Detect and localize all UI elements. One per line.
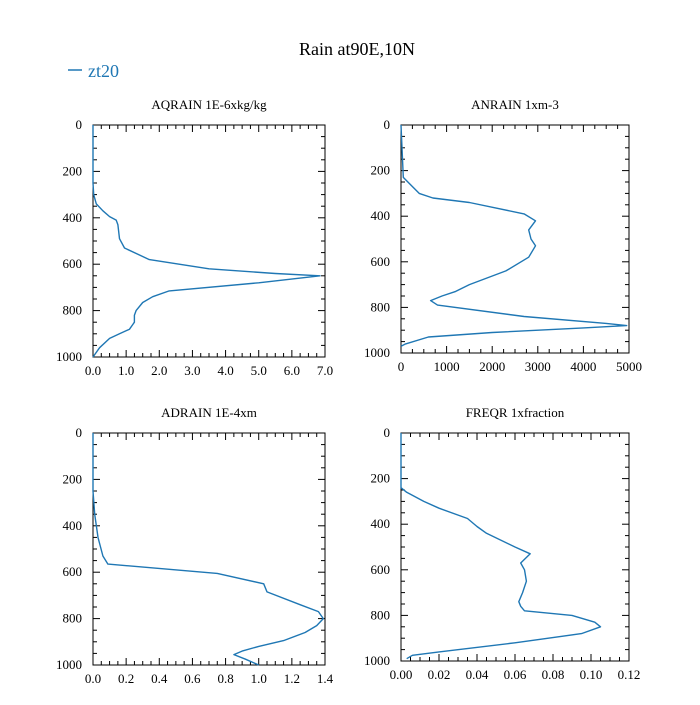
panel-title: FREQR 1xfraction — [466, 405, 565, 420]
x-tick-label: 1.2 — [284, 671, 300, 686]
y-tick-label: 1000 — [56, 657, 82, 672]
y-tick-label: 600 — [371, 254, 391, 269]
x-tick-label: 4000 — [570, 359, 596, 374]
legend-label: zt20 — [88, 61, 119, 81]
x-tick-label: 3.0 — [184, 363, 200, 378]
x-tick-label: 2.0 — [151, 363, 167, 378]
y-tick-label: 0 — [76, 117, 83, 132]
plot-frame — [92, 432, 326, 666]
y-tick-label: 600 — [63, 256, 83, 271]
x-tick-label: 1.4 — [317, 671, 334, 686]
x-tick-label: 0.0 — [85, 671, 101, 686]
x-tick-label: 1.0 — [118, 363, 134, 378]
x-tick-label: 0 — [398, 359, 405, 374]
panel-title: ANRAIN 1xm-3 — [471, 97, 559, 112]
x-tick-label: 5000 — [616, 359, 642, 374]
y-tick-label: 200 — [63, 471, 83, 486]
x-tick-label: 2000 — [479, 359, 505, 374]
y-tick-label: 0 — [384, 117, 391, 132]
x-tick-label: 1000 — [434, 359, 460, 374]
panel-title: AQRAIN 1E-6xkg/kg — [151, 97, 267, 112]
series-line-zt20 — [92, 433, 324, 666]
y-tick-label: 800 — [63, 611, 83, 626]
x-tick-label: 5.0 — [251, 363, 267, 378]
y-tick-label: 1000 — [56, 349, 82, 364]
x-tick-label: 0.6 — [184, 671, 201, 686]
x-tick-label: 1.0 — [251, 671, 267, 686]
chart-panel-2: ANRAIN 1xm-3 0 1000 2000 3000 4000 5000 0 200 400… — [364, 97, 642, 374]
x-tick-label: 0.00 — [390, 667, 413, 682]
x-tick-label: 0.10 — [580, 667, 603, 682]
y-tick-label: 400 — [63, 210, 83, 225]
chart-panel-1: AQRAIN 1E-6xkg/kg 0.0 1.0 2.0 3.0 4.0 5.0 6.0 7.… — [56, 97, 333, 378]
y-tick-label: 800 — [371, 607, 391, 622]
y-tick-label: 600 — [371, 562, 391, 577]
y-tick-label: 400 — [371, 208, 391, 223]
x-tick-label: 0.12 — [618, 667, 641, 682]
y-tick-label: 200 — [371, 471, 391, 486]
x-tick-label: 6.0 — [284, 363, 300, 378]
y-tick-label: 400 — [371, 516, 391, 531]
x-tick-label: 0.8 — [217, 671, 233, 686]
figure-title: Rain at90E,10N — [299, 39, 415, 59]
y-tick-label: 0 — [76, 425, 83, 440]
x-tick-label: 0.02 — [428, 667, 451, 682]
y-tick-label: 800 — [63, 303, 83, 318]
y-tick-label: 400 — [63, 518, 83, 533]
x-tick-label: 0.04 — [466, 667, 489, 682]
y-tick-label: 800 — [371, 299, 391, 314]
panel-title: ADRAIN 1E-4xm — [161, 405, 257, 420]
y-tick-label: 1000 — [364, 653, 390, 668]
series-line-zt20 — [400, 124, 628, 347]
x-tick-label: 0.4 — [151, 671, 168, 686]
x-tick-label: 0.06 — [504, 667, 527, 682]
plot-frame — [400, 124, 630, 354]
series-line-zt20 — [400, 433, 602, 660]
x-tick-label: 4.0 — [217, 363, 233, 378]
y-tick-label: 200 — [371, 163, 391, 178]
series-line-zt20 — [92, 125, 321, 358]
y-tick-label: 200 — [63, 163, 83, 178]
x-tick-label: 0.2 — [118, 671, 134, 686]
x-tick-label: 0.08 — [542, 667, 565, 682]
plot-frame — [92, 124, 326, 358]
y-tick-label: 1000 — [364, 345, 390, 360]
chart-panel-4: FREQR 1xfraction 0.00 0.02 0.04 0.06 0.08 0.10… — [364, 405, 640, 682]
x-tick-label: 3000 — [525, 359, 551, 374]
y-tick-label: 600 — [63, 564, 83, 579]
y-tick-label: 0 — [384, 425, 391, 440]
x-tick-label: 0.0 — [85, 363, 101, 378]
x-tick-label: 7.0 — [317, 363, 333, 378]
chart-panel-3: ADRAIN 1E-4xm 0.0 0.2 0.4 0.6 0.8 1.0 1.2 1.4 0 20… — [56, 405, 334, 686]
